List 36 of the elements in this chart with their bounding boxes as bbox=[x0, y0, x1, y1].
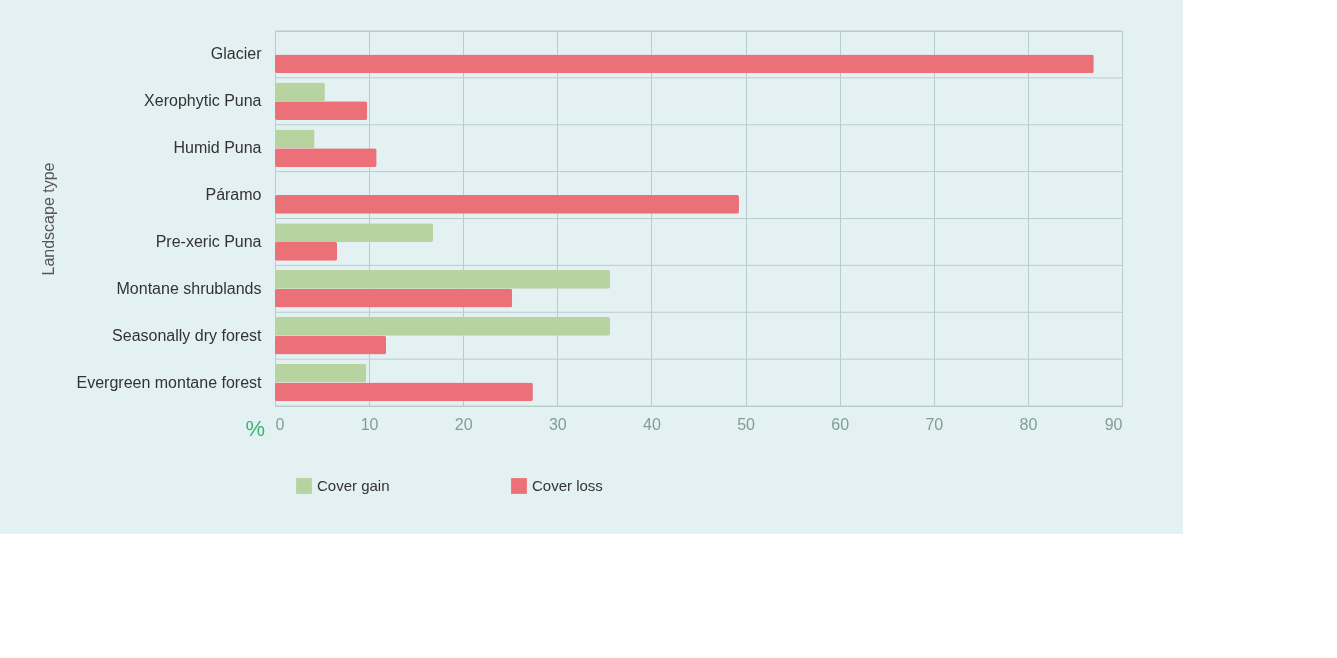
x-tick-label: 60 bbox=[831, 415, 850, 433]
y-tick-label: Páramo bbox=[205, 186, 262, 204]
legend-label: Cover loss bbox=[532, 477, 603, 494]
bar bbox=[275, 382, 533, 402]
x-tick-label: 70 bbox=[925, 415, 944, 433]
bar bbox=[275, 223, 434, 242]
y-tick-label: Pre-xeric Puna bbox=[155, 232, 262, 250]
legend-label: Cover gain bbox=[317, 477, 390, 494]
x-tick-label: 10 bbox=[360, 415, 379, 433]
bar bbox=[275, 129, 315, 149]
y-axis-title: Landscape type bbox=[39, 162, 57, 276]
x-tick-label: 90 bbox=[1104, 415, 1123, 433]
x-tick-label: 30 bbox=[548, 415, 567, 433]
bar bbox=[275, 241, 338, 261]
x-tick-label: 20 bbox=[454, 415, 473, 433]
bar bbox=[275, 316, 611, 336]
bar bbox=[275, 195, 739, 214]
y-tick-label: Seasonally dry forest bbox=[112, 326, 263, 344]
x-tick-label: 0 bbox=[275, 415, 285, 433]
x-axis-title: % bbox=[245, 415, 266, 441]
x-tick-label: 40 bbox=[643, 415, 661, 433]
y-tick-label: Humid Puna bbox=[173, 139, 262, 157]
y-tick-label: Xerophytic Puna bbox=[144, 92, 262, 110]
x-tick-label: 80 bbox=[1019, 415, 1038, 433]
bar bbox=[275, 101, 368, 121]
y-tick-label: Evergreen montane forest bbox=[76, 373, 263, 391]
bar bbox=[275, 82, 325, 102]
bar bbox=[275, 54, 1094, 74]
x-tick-label: 50 bbox=[737, 415, 756, 433]
bar bbox=[275, 363, 367, 383]
y-tick-label: Montane shrublands bbox=[116, 279, 262, 297]
y-tick-label: Glacier bbox=[210, 45, 263, 63]
bar bbox=[275, 270, 611, 289]
bar bbox=[275, 148, 377, 167]
bar bbox=[275, 288, 513, 308]
bar bbox=[275, 335, 387, 355]
